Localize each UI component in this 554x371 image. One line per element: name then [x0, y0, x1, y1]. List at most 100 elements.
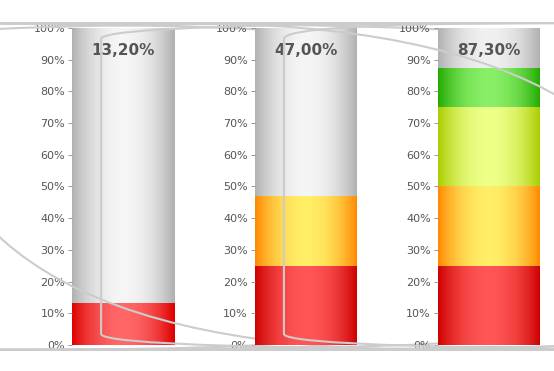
Bar [137, 28, 138, 303]
Bar [455, 186, 456, 266]
Bar [454, 186, 455, 266]
Bar [498, 266, 499, 345]
Bar [439, 68, 440, 107]
Bar [453, 266, 454, 345]
Bar [490, 186, 491, 266]
Bar [305, 266, 306, 345]
Bar [306, 28, 307, 196]
Bar [539, 266, 540, 345]
Bar [335, 266, 336, 345]
Bar [120, 28, 121, 303]
Bar [314, 28, 315, 196]
Bar [499, 28, 500, 68]
Bar [155, 303, 156, 345]
Bar [288, 266, 289, 345]
Bar [291, 266, 292, 345]
Bar [534, 266, 535, 345]
Bar [129, 28, 130, 303]
Bar [255, 266, 256, 345]
Bar [171, 28, 172, 303]
Bar [104, 28, 105, 303]
Bar [536, 68, 537, 107]
Bar [99, 28, 100, 303]
Bar [342, 266, 343, 345]
Bar [123, 28, 124, 303]
Bar [521, 186, 522, 266]
Bar [464, 68, 465, 107]
Bar [345, 196, 346, 266]
Bar [119, 28, 120, 303]
Bar [537, 28, 538, 68]
Bar [302, 196, 303, 266]
Bar [331, 266, 332, 345]
Bar [327, 28, 329, 196]
Bar [257, 28, 258, 196]
Bar [288, 28, 289, 196]
Bar [354, 266, 355, 345]
Bar [504, 68, 505, 107]
Bar [481, 186, 482, 266]
Bar [341, 196, 342, 266]
Bar [531, 107, 532, 186]
Bar [512, 28, 514, 68]
Bar [451, 186, 452, 266]
Bar [321, 28, 322, 196]
Bar [264, 28, 265, 196]
Bar [506, 186, 507, 266]
Bar [130, 28, 131, 303]
Bar [468, 266, 469, 345]
Bar [311, 266, 312, 345]
Bar [517, 266, 519, 345]
Bar [438, 266, 439, 345]
Bar [113, 303, 114, 345]
Bar [492, 107, 493, 186]
Bar [151, 28, 152, 303]
Bar [121, 303, 122, 345]
Bar [476, 107, 478, 186]
Bar [517, 107, 519, 186]
Bar [348, 28, 349, 196]
Bar [261, 28, 262, 196]
Bar [438, 107, 439, 186]
Bar [333, 266, 334, 345]
Bar [312, 28, 313, 196]
Bar [446, 266, 447, 345]
Bar [173, 28, 175, 303]
Bar [458, 107, 459, 186]
Bar [260, 28, 261, 196]
Bar [524, 68, 525, 107]
Bar [119, 303, 120, 345]
Bar [489, 186, 490, 266]
Bar [500, 68, 501, 107]
Bar [487, 28, 488, 68]
Bar [347, 196, 348, 266]
Bar [319, 196, 320, 266]
Bar [148, 28, 149, 303]
Bar [534, 68, 535, 107]
Bar [498, 107, 499, 186]
Bar [474, 107, 475, 186]
Bar [462, 186, 463, 266]
Bar [526, 68, 527, 107]
Bar [466, 266, 468, 345]
Bar [338, 196, 339, 266]
Bar [351, 196, 352, 266]
Bar [275, 196, 276, 266]
Bar [104, 303, 105, 345]
Bar [459, 107, 460, 186]
Bar [525, 186, 526, 266]
Bar [448, 28, 449, 68]
Bar [81, 28, 83, 303]
Bar [86, 303, 88, 345]
Bar [156, 28, 157, 303]
Bar [101, 28, 102, 303]
Bar [325, 196, 326, 266]
Bar [461, 68, 462, 107]
Bar [302, 266, 303, 345]
Bar [488, 28, 489, 68]
Bar [458, 28, 459, 68]
Bar [308, 196, 309, 266]
Bar [535, 266, 536, 345]
Bar [157, 28, 158, 303]
Bar [162, 303, 163, 345]
